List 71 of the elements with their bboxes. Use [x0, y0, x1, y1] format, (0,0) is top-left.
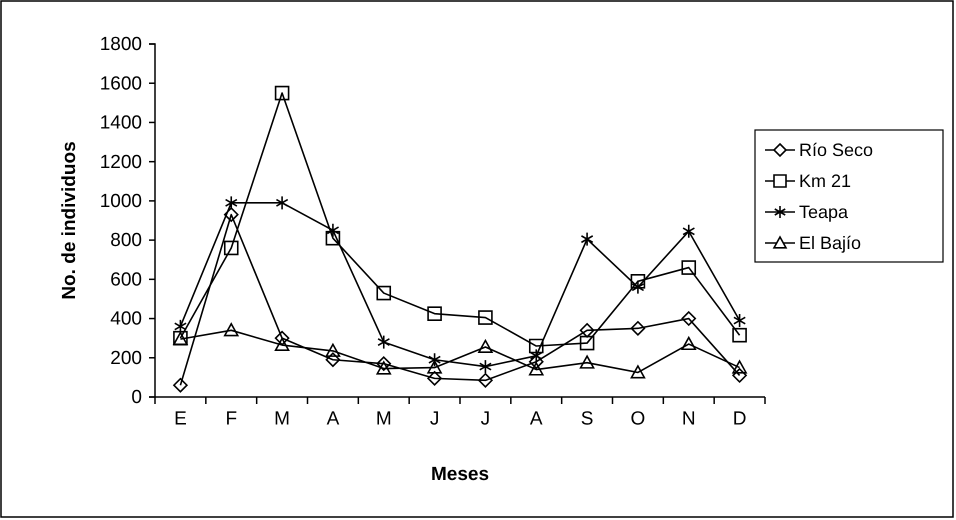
point — [733, 313, 746, 328]
x-tick-label: S — [580, 408, 594, 430]
point — [478, 340, 493, 353]
point — [376, 361, 392, 375]
x-tick-label: M — [274, 408, 290, 430]
legend-label: El Bajío — [799, 233, 862, 253]
point — [326, 344, 340, 357]
y-tick-label: 400 — [110, 308, 142, 330]
x-tick-label: N — [682, 408, 696, 430]
y-tick-label: 600 — [110, 269, 142, 290]
point — [681, 336, 696, 350]
point — [630, 365, 646, 378]
point — [732, 328, 747, 343]
point — [224, 240, 239, 256]
x-tick-label: E — [174, 408, 187, 430]
point — [224, 323, 239, 336]
legend-label: Río Seco — [799, 140, 874, 160]
y-axis-title: No. de individuos — [59, 141, 80, 300]
point — [274, 338, 290, 352]
y-tick-label: 200 — [110, 348, 142, 369]
x-tick-label: F — [225, 408, 238, 430]
x-axis-title: Meses — [430, 464, 490, 485]
point — [530, 348, 543, 364]
point — [681, 311, 696, 326]
point — [630, 321, 646, 336]
point — [681, 260, 696, 275]
point — [478, 359, 492, 374]
point — [224, 196, 238, 210]
x-tick-label: J — [430, 408, 440, 430]
x-tick-label: D — [732, 408, 746, 430]
point — [326, 352, 340, 368]
y-tick-label: 1800 — [100, 34, 142, 56]
point — [528, 362, 544, 376]
point — [528, 338, 544, 354]
point — [580, 355, 594, 369]
point — [174, 319, 187, 334]
point — [580, 232, 594, 246]
point — [428, 352, 442, 368]
point — [274, 330, 290, 346]
point — [173, 378, 188, 393]
x-tick-label: J — [480, 408, 490, 430]
point — [427, 371, 442, 386]
point — [427, 360, 442, 374]
y-tick-label: 1200 — [100, 152, 142, 173]
x-tick-label: O — [630, 408, 646, 430]
point — [376, 286, 392, 300]
point — [326, 230, 340, 246]
point — [732, 360, 747, 374]
point — [732, 368, 747, 383]
y-tick-label: 800 — [110, 230, 142, 252]
point — [682, 224, 696, 239]
x-tick-label: M — [376, 408, 392, 430]
point — [274, 86, 290, 100]
point — [326, 223, 340, 238]
point — [630, 274, 646, 289]
y-tick-label: 1600 — [100, 73, 142, 94]
y-tick-label: 1000 — [100, 190, 142, 212]
point — [276, 196, 289, 210]
point — [478, 373, 493, 388]
point — [377, 334, 390, 350]
point — [580, 323, 594, 338]
legend-label: Km 21 — [799, 171, 852, 191]
point — [478, 310, 493, 325]
legend-label: Teapa — [799, 202, 850, 222]
x-tick-label: A — [530, 408, 543, 430]
y-tick-label: 1400 — [100, 112, 142, 134]
x-tick-label: A — [326, 408, 340, 430]
point — [631, 280, 644, 294]
y-tick-label: 0 — [131, 387, 142, 408]
point — [580, 336, 594, 350]
point — [427, 306, 442, 321]
